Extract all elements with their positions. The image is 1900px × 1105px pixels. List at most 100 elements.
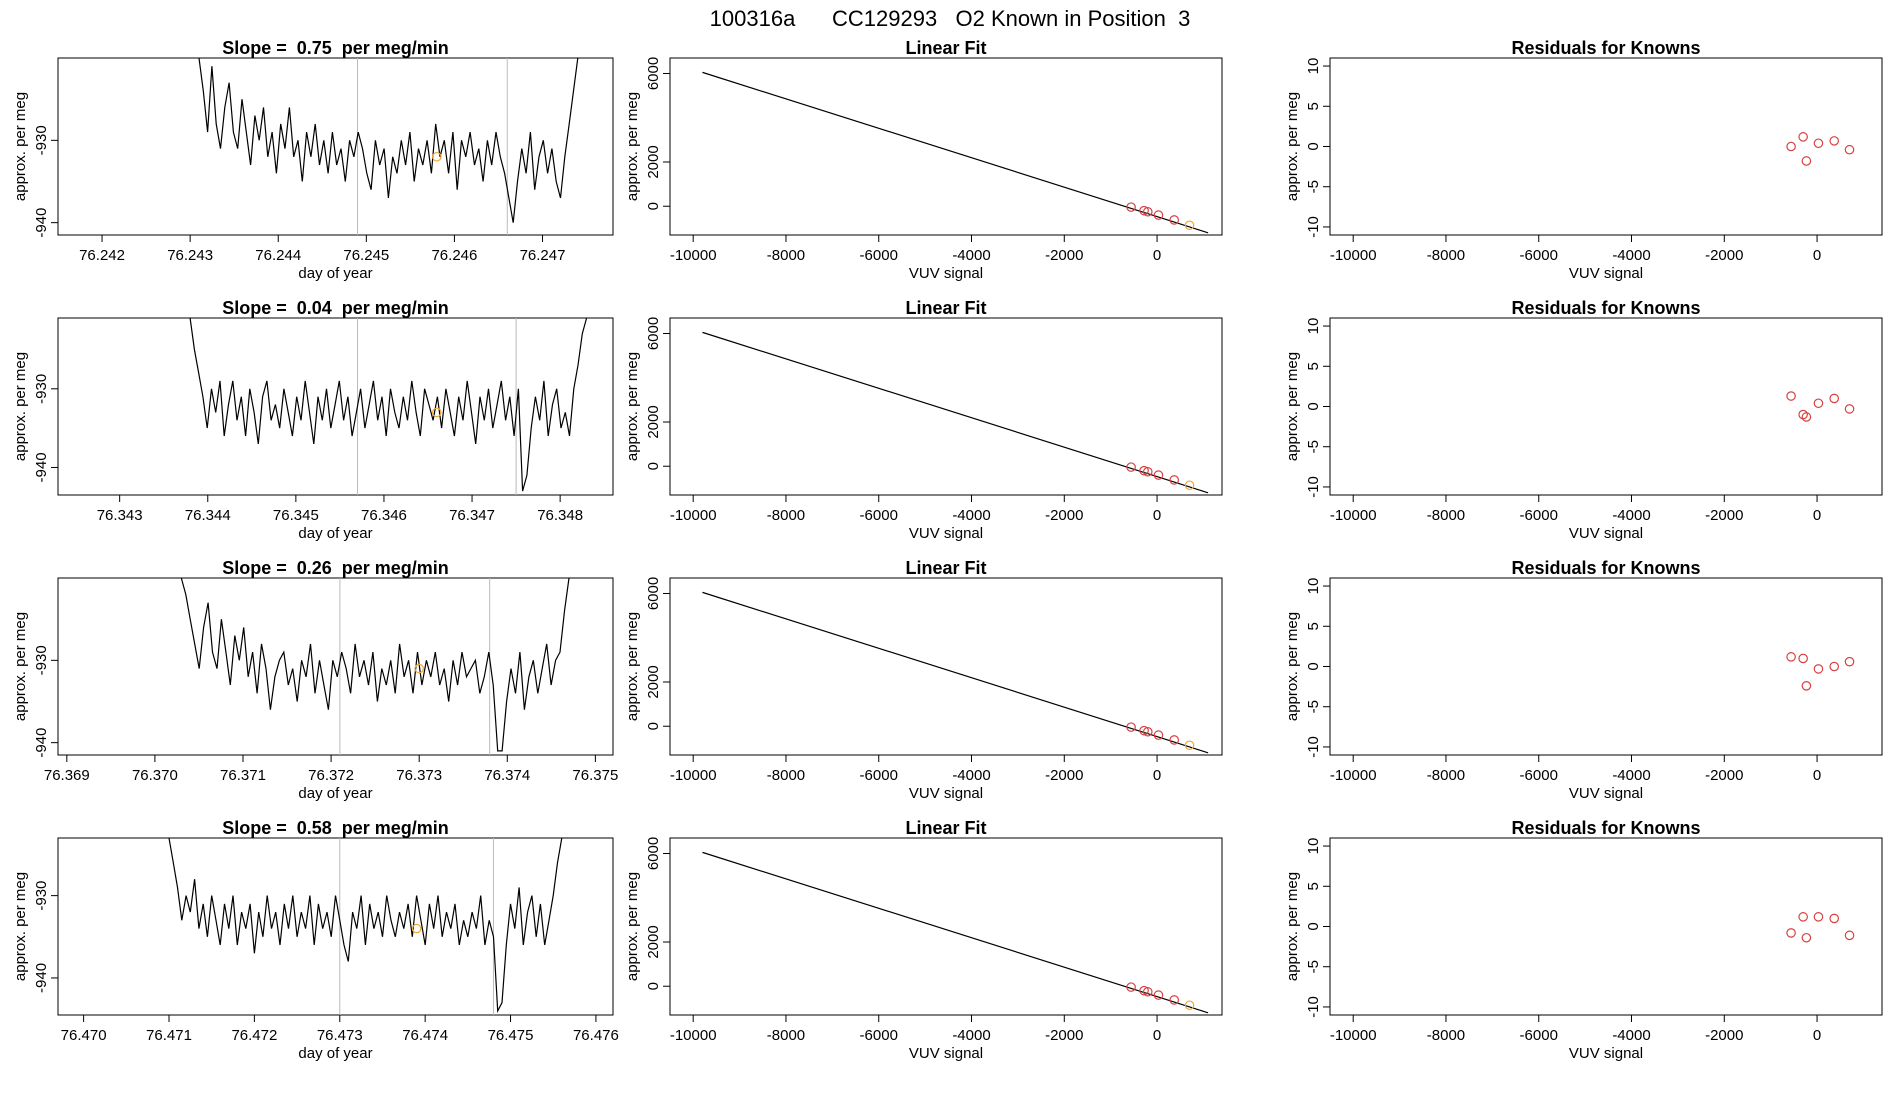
x-tick-label: -10000 (1330, 1027, 1377, 1044)
fit-line (702, 851, 1209, 1014)
x-tick-label: -6000 (860, 767, 898, 784)
known-point (1153, 990, 1164, 1000)
y-tick-label: 0 (645, 722, 662, 730)
y-tick-label: -940 (33, 208, 50, 238)
y-axis-label: approx. per meg (1284, 872, 1301, 981)
plot-frame (1329, 577, 1883, 756)
known-point (1844, 404, 1855, 414)
x-tick-label: -8000 (767, 1027, 805, 1044)
y-tick-label: 5 (1305, 102, 1322, 110)
x-tick-label: 76.476 (573, 1027, 619, 1044)
plot-area (1786, 652, 1855, 691)
x-tick-label: -10000 (1330, 247, 1377, 264)
y-tick-label: 10 (1305, 58, 1322, 75)
x-tick-label: -8000 (1427, 1027, 1465, 1044)
x-tick-label: -4000 (1612, 507, 1650, 524)
x-tick-label: 76.347 (449, 507, 495, 524)
known-point (1153, 730, 1164, 740)
data-series-line (198, 58, 579, 223)
chart-title: Linear Fit (905, 298, 986, 318)
unknown-point (1184, 1000, 1195, 1011)
residuals-panel-1: Residuals for Knowns -10000 -8000 -6000 -400… (1284, 38, 1883, 282)
known-point (1801, 412, 1812, 422)
x-tick-label: -4000 (952, 767, 990, 784)
x-tick-label: -2000 (1045, 247, 1083, 264)
x-tick-label: -2000 (1045, 507, 1083, 524)
x-tick-label: -4000 (952, 1027, 990, 1044)
x-tick-label: 76.247 (520, 247, 566, 264)
x-tick-label: 76.471 (146, 1027, 192, 1044)
chart-title: Slope = 0.26 per meg/min (222, 558, 449, 578)
x-axis-label: VUV signal (909, 1045, 983, 1062)
x-tick-label: 76.369 (44, 767, 90, 784)
x-tick-label: 76.371 (220, 767, 266, 784)
x-tick-label: 76.475 (488, 1027, 534, 1044)
known-point (1829, 393, 1840, 404)
x-tick-label: 0 (1813, 507, 1821, 524)
x-tick-label: -4000 (1612, 767, 1650, 784)
known-point (1801, 681, 1812, 691)
y-tick-label: 0 (1305, 922, 1322, 930)
x-tick-label: -8000 (767, 767, 805, 784)
known-point (1829, 913, 1840, 924)
plot-frame (57, 837, 614, 1016)
plot-frame (57, 57, 614, 236)
known-point (1844, 144, 1855, 155)
x-tick-label: 76.245 (343, 247, 389, 264)
x-tick-label: -6000 (860, 247, 898, 264)
x-tick-label: -4000 (1612, 247, 1650, 264)
y-tick-label: -5 (1305, 180, 1322, 193)
y-tick-label: -930 (33, 374, 50, 404)
fit-line (702, 331, 1209, 494)
x-tick-label: 76.243 (167, 247, 213, 264)
known-point (1786, 141, 1796, 152)
unknown-point (1184, 220, 1195, 231)
x-axis-label: VUV signal (1569, 785, 1643, 802)
x-tick-label: -6000 (1520, 1027, 1558, 1044)
y-tick-label: 2000 (645, 405, 662, 438)
known-point (1142, 206, 1153, 217)
x-axis-label: VUV signal (909, 525, 983, 542)
data-series-line (168, 838, 563, 1014)
x-tick-label: -10000 (670, 767, 717, 784)
y-axis-label: approx. per meg (624, 92, 641, 201)
y-tick-label: -10 (1305, 476, 1322, 498)
plot-frame (669, 57, 1223, 236)
known-point (1139, 725, 1149, 736)
y-tick-label: 6000 (645, 57, 662, 90)
x-tick-label: -6000 (860, 507, 898, 524)
known-point (1142, 986, 1153, 997)
known-point (1844, 930, 1855, 941)
y-tick-label: 5 (1305, 362, 1322, 370)
plot-frame (669, 837, 1223, 1016)
fit-line (702, 591, 1209, 754)
known-point (1844, 656, 1855, 667)
y-tick-label: 10 (1305, 318, 1322, 335)
chart-title: Residuals for Knowns (1511, 38, 1700, 58)
known-point (1813, 912, 1824, 922)
plot-frame (57, 577, 614, 756)
y-tick-label: 10 (1305, 578, 1322, 595)
y-tick-label: 6000 (645, 837, 662, 870)
x-tick-label: -10000 (670, 1027, 717, 1044)
plot-area (702, 851, 1209, 1014)
plot-area (1786, 912, 1855, 943)
y-tick-label: -5 (1305, 700, 1322, 713)
x-tick-label: -6000 (860, 1027, 898, 1044)
y-tick-label: 0 (645, 462, 662, 470)
y-tick-label: -10 (1305, 736, 1322, 758)
y-tick-label: 2000 (645, 925, 662, 958)
known-point (1139, 465, 1149, 476)
unknown-point (432, 407, 442, 418)
known-point (1142, 726, 1153, 737)
x-tick-label: 76.470 (61, 1027, 107, 1044)
plot-frame (669, 317, 1223, 496)
y-axis-label: approx. per meg (1284, 92, 1301, 201)
plot-frame (1329, 837, 1883, 1016)
x-tick-label: -6000 (1520, 507, 1558, 524)
x-tick-label: -2000 (1705, 507, 1743, 524)
y-axis-label: approx. per meg (624, 872, 641, 981)
x-tick-label: -6000 (1520, 247, 1558, 264)
linear-fit-panel-3: Linear Fit -10000 -8000 -6000 -4000 -2000 0 0 20… (624, 558, 1223, 802)
known-point (1801, 156, 1812, 166)
